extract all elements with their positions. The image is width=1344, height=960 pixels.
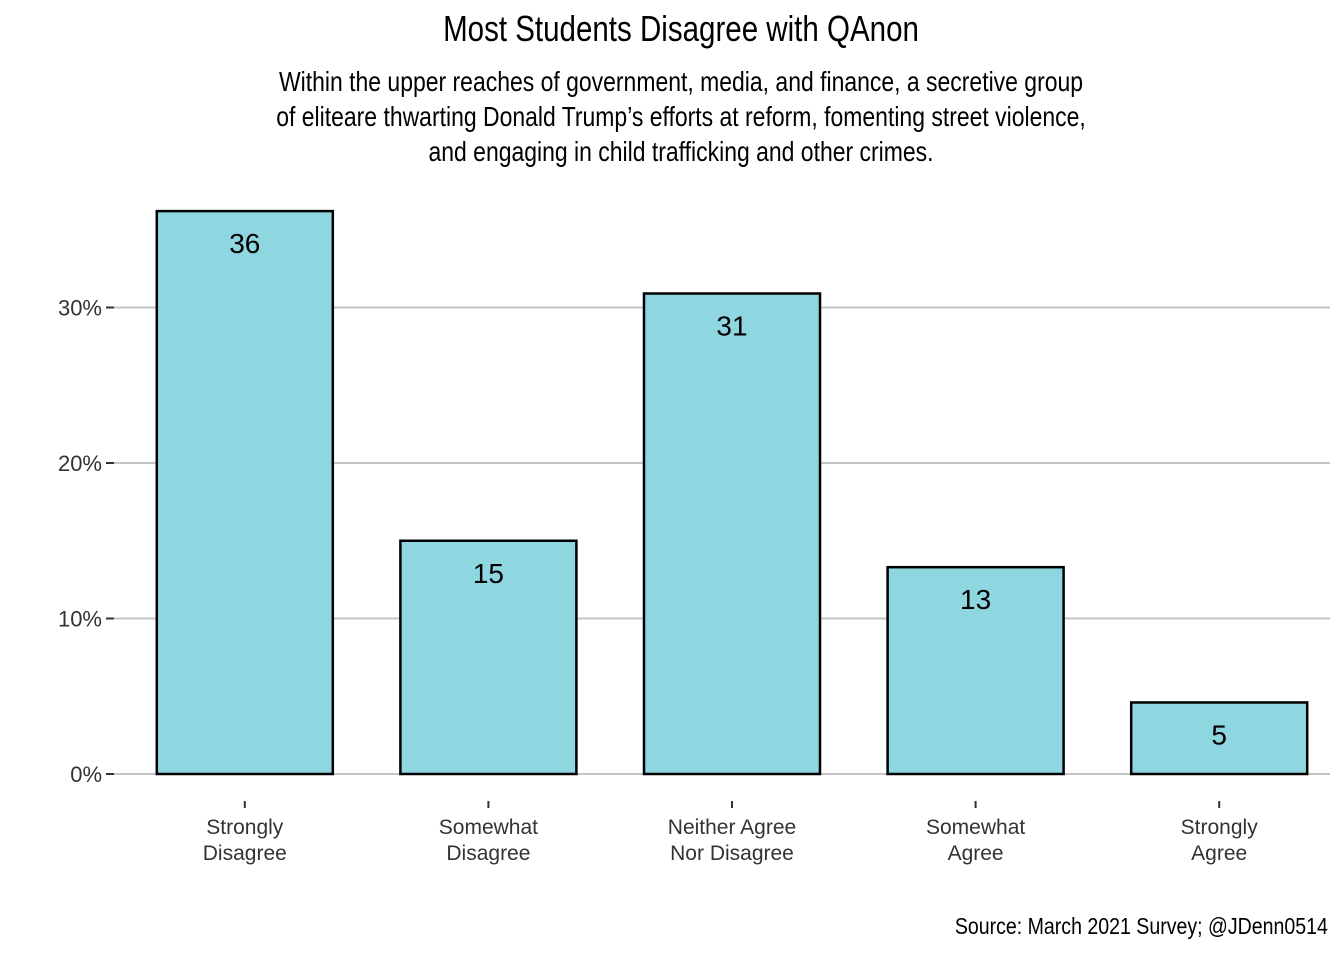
chart-title: Most Students Disagree with QAnon — [443, 8, 919, 49]
bar-value-label: 5 — [1211, 719, 1227, 750]
chart-subtitle: Within the upper reaches of government, … — [130, 64, 1232, 169]
x-tick-label: Somewhat Disagree — [439, 816, 538, 865]
bar — [886, 565, 1065, 776]
bar-value-label: 15 — [473, 558, 504, 589]
y-axis: 0% 10% 20% 30% — [58, 296, 114, 787]
x-tick-label: Neither Agree Nor Disagree — [668, 816, 796, 865]
bar — [642, 292, 822, 776]
source-caption: Source: March 2021 Survey; @JDenn0514 — [954, 913, 1328, 939]
x-tick-label: Strongly Agree — [1181, 816, 1259, 865]
y-tick-label: 0% — [70, 762, 102, 787]
bar-value-label: 36 — [229, 228, 260, 259]
subtitle-line-2: of eliteare thwarting Donald Trump’s eff… — [276, 101, 1086, 132]
x-axis: Strongly Disagree Somewhat Disagree Neither … — [203, 801, 1258, 865]
subtitle-line-3: and engaging in child trafficking and ot… — [428, 136, 934, 167]
y-tick-label: 20% — [58, 451, 102, 476]
bar-value-label: 31 — [716, 311, 747, 342]
bar — [399, 539, 578, 776]
bar — [155, 209, 335, 776]
bars: 36 15 31 13 5 — [155, 209, 1309, 776]
y-tick-label: 30% — [58, 296, 102, 321]
subtitle-line-1: Within the upper reaches of government, … — [278, 66, 1084, 97]
y-tick-label: 10% — [58, 607, 102, 632]
bar-value-label: 13 — [960, 584, 991, 615]
bar — [1129, 701, 1309, 776]
x-tick-label: Strongly Disagree — [203, 816, 287, 865]
x-tick-label: Somewhat Agree — [926, 816, 1025, 865]
